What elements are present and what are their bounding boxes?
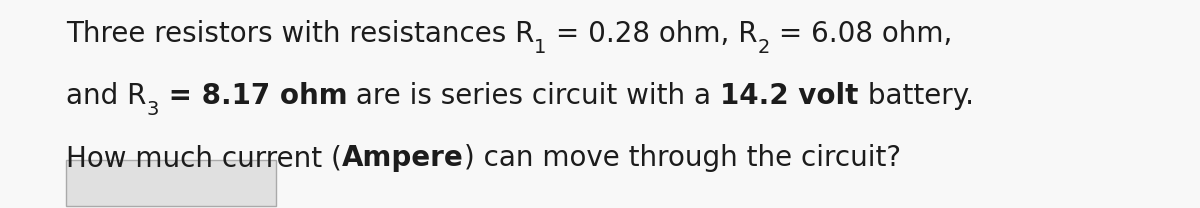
Text: 14.2 volt: 14.2 volt (720, 82, 859, 110)
Text: 3: 3 (146, 100, 158, 119)
Text: = 6.08 ohm,: = 6.08 ohm, (769, 20, 952, 48)
Text: ) can move through the circuit?: ) can move through the circuit? (463, 144, 901, 172)
Text: battery.: battery. (859, 82, 973, 110)
Text: and R: and R (66, 82, 146, 110)
Text: = 8.17 ohm: = 8.17 ohm (158, 82, 347, 110)
Text: are is series circuit with a: are is series circuit with a (347, 82, 720, 110)
Text: 2: 2 (757, 38, 769, 57)
Text: 1: 1 (534, 38, 547, 57)
Text: Ampere: Ampere (342, 144, 463, 172)
Text: = 0.28 ohm, R: = 0.28 ohm, R (547, 20, 757, 48)
Text: How much current (: How much current ( (66, 144, 342, 172)
Text: Three resistors with resistances R: Three resistors with resistances R (66, 20, 534, 48)
